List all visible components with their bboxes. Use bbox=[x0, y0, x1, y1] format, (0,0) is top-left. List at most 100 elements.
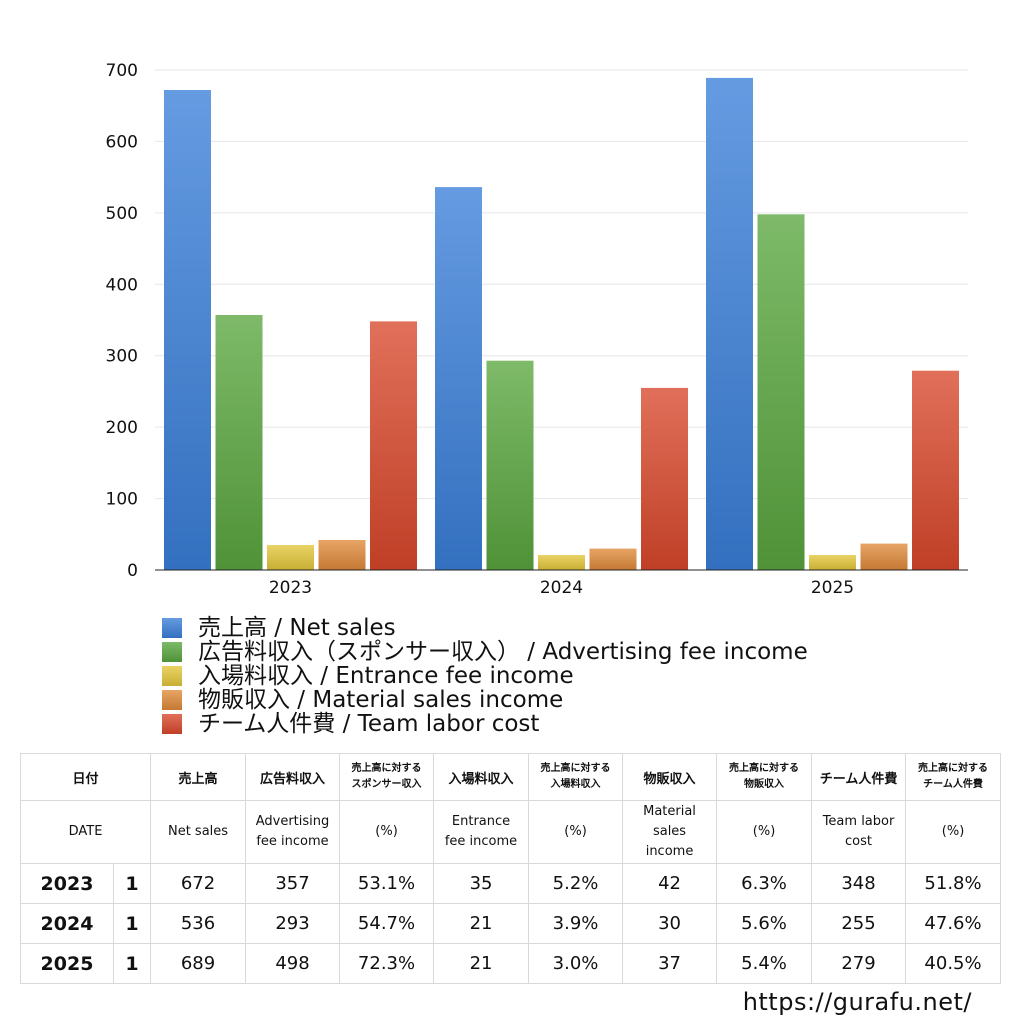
row-year: 2025 bbox=[20, 943, 114, 984]
table-header-row: 日付 売上高 広告料収入 売上高に対する スポンサー収入 入場料収入 売上高に対す… bbox=[19, 753, 1002, 801]
legend-swatch bbox=[162, 618, 182, 638]
header-cell: DATE bbox=[19, 800, 152, 864]
y-tick-label: 400 bbox=[106, 275, 138, 295]
header-cell: 物販収入 bbox=[622, 753, 718, 801]
x-axis-categories: 2023 2024 2025 bbox=[269, 578, 854, 598]
header-cell: 広告料収入 bbox=[245, 753, 341, 801]
bar bbox=[641, 387, 688, 570]
legend-swatch bbox=[162, 714, 182, 734]
header-cell: Team labor cost bbox=[811, 800, 907, 864]
bar bbox=[757, 214, 805, 571]
table-cell: 42 bbox=[622, 863, 718, 904]
x-category-label: 2024 bbox=[540, 578, 583, 598]
bars bbox=[164, 77, 959, 571]
bar bbox=[435, 187, 482, 570]
table-row: 2023 1 672 357 53.1% 35 5.2% 42 6.3% 348… bbox=[20, 863, 1002, 904]
legend-swatch bbox=[162, 690, 182, 710]
legend-label: 物販収入 / Material sales income bbox=[198, 687, 564, 713]
legend-label: チーム人件費 / Team labor cost bbox=[198, 711, 540, 737]
grid-lines bbox=[155, 69, 968, 500]
table-row: 2024 1 536 293 54.7% 21 3.9% 30 5.6% 255… bbox=[20, 903, 1002, 944]
table-cell: 47.6% bbox=[905, 903, 1002, 944]
table-cell: 54.7% bbox=[339, 903, 435, 944]
header-cell: Material sales income bbox=[622, 800, 718, 864]
y-tick-label: 0 bbox=[127, 561, 138, 581]
data-table: 日付 売上高 広告料収入 売上高に対する スポンサー収入 入場料収入 売上高に対す… bbox=[19, 753, 1002, 984]
table-cell: 6.3% bbox=[716, 863, 813, 904]
legend-item: 売上高 / Net sales bbox=[162, 616, 808, 640]
header-cell: (%) bbox=[716, 800, 813, 864]
legend-item: 物販収入 / Material sales income bbox=[162, 688, 808, 712]
table-header-row: DATE Net sales Advertising fee income (%)… bbox=[19, 800, 1002, 864]
table-cell: 21 bbox=[433, 943, 530, 984]
table-cell: 21 bbox=[433, 903, 530, 944]
header-cell: Advertising fee income bbox=[245, 800, 341, 864]
table-cell: 498 bbox=[245, 943, 341, 984]
bar-chart: 0 100 200 300 400 500 600 700 2023 2024 2025 bbox=[106, 61, 968, 598]
header-cell: 売上高に対する 入場料収入 bbox=[528, 753, 624, 801]
legend-swatch bbox=[162, 642, 182, 662]
header-cell: チーム人件費 bbox=[811, 753, 907, 801]
row-count: 1 bbox=[112, 903, 152, 944]
header-cell: 売上高に対する チーム人件費 bbox=[905, 753, 1002, 801]
y-tick-label: 500 bbox=[106, 204, 138, 224]
legend-label: 広告料収入（スポンサー収入） / Advertising fee income bbox=[198, 639, 808, 665]
x-category-label: 2025 bbox=[811, 578, 854, 598]
bar bbox=[706, 77, 753, 571]
source-url: https://gurafu.net/ bbox=[742, 988, 972, 1016]
y-tick-label: 300 bbox=[106, 347, 138, 367]
legend-label: 入場料収入 / Entrance fee income bbox=[198, 663, 574, 689]
y-tick-label: 700 bbox=[106, 61, 138, 81]
header-cell: (%) bbox=[528, 800, 624, 864]
table-cell: 40.5% bbox=[905, 943, 1002, 984]
legend-item: 入場料収入 / Entrance fee income bbox=[162, 664, 808, 688]
table-cell: 689 bbox=[150, 943, 247, 984]
table-cell: 5.4% bbox=[716, 943, 813, 984]
table-cell: 672 bbox=[150, 863, 247, 904]
header-cell: Entrance fee income bbox=[433, 800, 530, 864]
bar bbox=[538, 555, 585, 570]
bar bbox=[215, 315, 263, 570]
header-cell: (%) bbox=[339, 800, 435, 864]
table-cell: 30 bbox=[622, 903, 718, 944]
bar bbox=[318, 540, 366, 570]
header-cell: 日付 bbox=[19, 753, 152, 801]
table-cell: 37 bbox=[622, 943, 718, 984]
table-cell: 35 bbox=[433, 863, 530, 904]
table-cell: 5.2% bbox=[528, 863, 624, 904]
table-cell: 293 bbox=[245, 903, 341, 944]
header-cell: (%) bbox=[905, 800, 1002, 864]
header-cell: 売上高に対する 物販収入 bbox=[716, 753, 813, 801]
bar bbox=[912, 370, 959, 570]
header-cell: 入場料収入 bbox=[433, 753, 530, 801]
table-cell: 255 bbox=[811, 903, 907, 944]
bar bbox=[860, 543, 908, 570]
bar bbox=[370, 321, 417, 570]
bar bbox=[164, 90, 211, 570]
y-tick-label: 100 bbox=[106, 490, 138, 510]
header-cell: 売上高に対する スポンサー収入 bbox=[339, 753, 435, 801]
y-tick-label: 600 bbox=[106, 132, 138, 152]
legend-item: 広告料収入（スポンサー収入） / Advertising fee income bbox=[162, 640, 808, 664]
bar bbox=[589, 548, 637, 570]
bar bbox=[486, 360, 534, 570]
table-cell: 51.8% bbox=[905, 863, 1002, 904]
table-cell: 348 bbox=[811, 863, 907, 904]
bar bbox=[267, 545, 314, 570]
header-cell: 売上高 bbox=[150, 753, 247, 801]
table-cell: 279 bbox=[811, 943, 907, 984]
table-cell: 536 bbox=[150, 903, 247, 944]
table-cell: 53.1% bbox=[339, 863, 435, 904]
legend-swatch bbox=[162, 666, 182, 686]
row-year: 2024 bbox=[20, 903, 114, 944]
table-cell: 5.6% bbox=[716, 903, 813, 944]
legend: 売上高 / Net sales 広告料収入（スポンサー収入） / Adverti… bbox=[162, 616, 808, 736]
table-row: 2025 1 689 498 72.3% 21 3.0% 37 5.4% 279… bbox=[20, 943, 1002, 984]
row-count: 1 bbox=[112, 943, 152, 984]
y-tick-label: 200 bbox=[106, 418, 138, 438]
row-year: 2023 bbox=[20, 863, 114, 904]
y-axis-ticks: 0 100 200 300 400 500 600 700 bbox=[106, 61, 138, 581]
table-cell: 72.3% bbox=[339, 943, 435, 984]
table-cell: 3.9% bbox=[528, 903, 624, 944]
legend-label: 売上高 / Net sales bbox=[198, 615, 396, 641]
